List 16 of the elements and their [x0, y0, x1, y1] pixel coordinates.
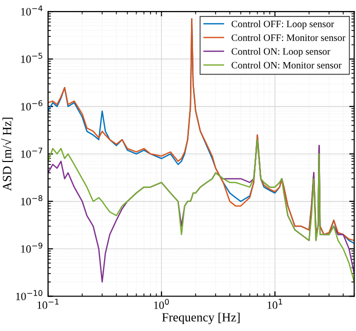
y-tick-label: 10$^{−5}$ — [21, 52, 42, 63]
y-tick-label: 10$^{−10}$ — [16, 290, 42, 300]
legend-label: Control ON: Monitor sensor — [232, 62, 342, 68]
x-tick-label: 10$^{0}$ — [154, 298, 169, 309]
y-axis-title: ASD [m/√ Hz] — [1, 118, 13, 191]
x-tick-label: 10$^{1}$ — [268, 298, 282, 309]
x-tick-label: 10$^{−1}$ — [38, 298, 59, 309]
y-tick-label: 10$^{−9}$ — [21, 242, 42, 253]
legend-label: Control OFF: Loop sensor — [232, 20, 334, 30]
x-axis-title: Frequency [Hz] — [162, 312, 240, 324]
legend-label: Control ON: Loop sensor — [232, 48, 330, 57]
y-tick-label: 10$^{−6}$ — [21, 100, 42, 110]
legend-label: Control OFF: Monitor sensor — [232, 34, 346, 42]
y-tick-label: 10$^{−8}$ — [21, 195, 42, 206]
y-tick-label: 10$^{−4}$ — [21, 5, 42, 16]
y-tick-label: 10$^{−7}$ — [21, 148, 42, 158]
